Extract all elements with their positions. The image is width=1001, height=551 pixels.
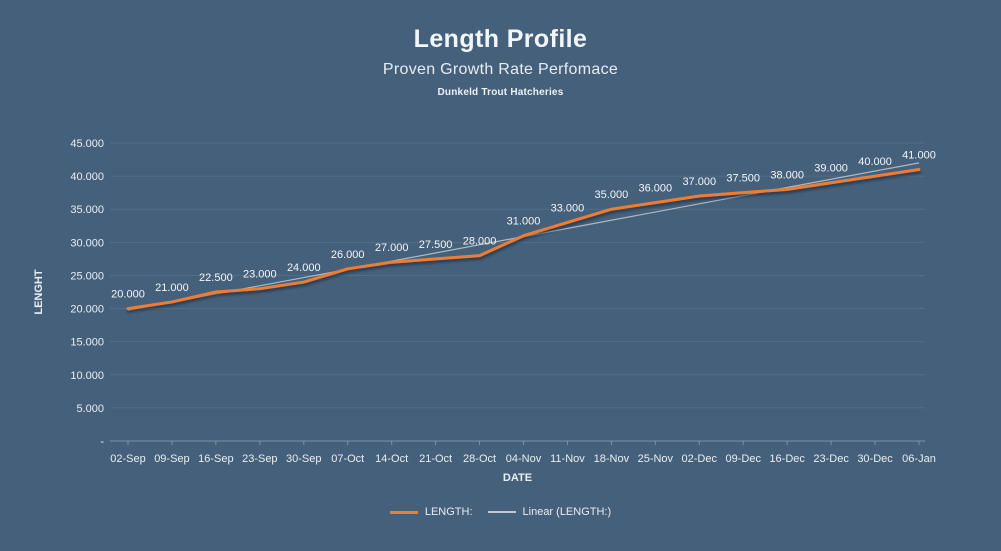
legend-label-trendline: Linear (LENGTH:) (522, 506, 612, 518)
y-tick-label: 10.000 (70, 370, 104, 382)
y-tick-label: 5.000 (76, 403, 104, 415)
y-tick-label: 30.000 (70, 237, 104, 249)
legend-swatch-trendline (487, 511, 516, 513)
data-label: 41.000 (902, 149, 936, 161)
data-label: 39.000 (814, 163, 848, 175)
x-tick-label: 09-Sep (154, 453, 189, 465)
x-tick-label: 25-Nov (638, 453, 674, 465)
y-axis-title: LENGHT (33, 269, 45, 315)
x-tick-label: 28-Oct (463, 453, 496, 465)
y-tick-label: 45.000 (70, 138, 104, 150)
x-tick-label: 18-Nov (594, 453, 630, 465)
data-label: 38.000 (770, 169, 804, 181)
x-tick-label: 23-Sep (242, 453, 277, 465)
data-label: 27.500 (419, 239, 453, 251)
data-label: 28.000 (463, 236, 497, 248)
series-line-length (126, 167, 921, 311)
y-tick-label: 25.000 (70, 270, 104, 282)
x-tick-label: 09-Dec (725, 453, 761, 465)
data-label: 26.000 (331, 249, 365, 261)
data-label: 22.500 (199, 272, 233, 284)
x-tick-label: 02-Dec (682, 453, 718, 465)
y-tick-label: 35.000 (70, 204, 104, 216)
x-tick-label: 11-Nov (550, 453, 585, 465)
x-tick-label: 06-Jan (902, 453, 936, 465)
chart-header: Length Profile Proven Growth Rate Perfom… (0, 25, 1001, 98)
y-tick-label: - (100, 436, 104, 448)
x-tick-label: 21-Oct (419, 453, 452, 465)
y-tick-label: 20.000 (70, 304, 104, 316)
data-label: 36.000 (639, 183, 673, 195)
data-label: 33.000 (551, 202, 585, 214)
legend-item-length: LENGTH: (389, 506, 473, 518)
data-label: 31.000 (507, 216, 541, 228)
chart-subtitle: Proven Growth Rate Perfomace (382, 60, 619, 78)
data-label: 35.000 (595, 189, 629, 201)
x-tick-label: 14-Oct (375, 453, 408, 465)
data-label: 27.000 (375, 242, 409, 254)
chart-annotation: Dunkeld Trout Hatcheries (437, 86, 564, 98)
legend-label-length: LENGTH: (424, 506, 473, 518)
legend-item-linear-trendline: Linear (LENGTH:) (487, 506, 612, 518)
data-label: 37.500 (726, 173, 760, 185)
x-tick-label: 16-Dec (769, 453, 805, 465)
x-tick-label: 02-Sep (110, 453, 145, 465)
x-tick-label: 30-Dec (857, 453, 893, 465)
chart-legend: LENGTH: Linear (LENGTH:) (0, 503, 1001, 521)
x-tick-label: 23-Dec (813, 453, 849, 465)
data-label: 21.000 (155, 282, 189, 294)
data-label: 20.000 (111, 289, 145, 301)
y-tick-label: 40.000 (70, 171, 104, 183)
y-tick-label: 15.000 (70, 337, 104, 349)
x-tick-label: 04-Nov (506, 453, 542, 465)
x-axis-title: DATE (503, 472, 532, 484)
data-label: 37.000 (682, 176, 716, 188)
data-label: 23.000 (243, 269, 277, 281)
legend-swatch-length-line (389, 510, 418, 514)
chart-title: Length Profile (413, 25, 588, 53)
x-tick-label: 30-Sep (286, 453, 321, 465)
data-label: 40.000 (858, 156, 892, 168)
x-tick-label: 07-Oct (331, 453, 364, 465)
data-label: 24.000 (287, 262, 321, 274)
x-tick-label: 16-Sep (198, 453, 233, 465)
